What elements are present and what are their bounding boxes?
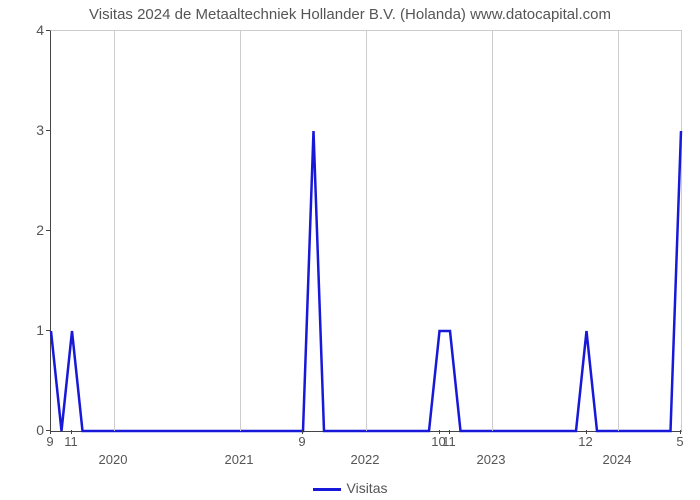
gridline	[366, 31, 367, 431]
legend-swatch	[313, 488, 341, 491]
x-tick-mark	[449, 430, 450, 434]
gridline	[240, 31, 241, 431]
y-tick-label: 0	[4, 422, 44, 438]
x-tick-mark	[439, 430, 440, 434]
y-tick-label: 2	[4, 222, 44, 238]
x-tick-year-label: 2023	[477, 452, 506, 467]
x-tick-year-label: 2021	[225, 452, 254, 467]
chart-container: Visitas 2024 de Metaaltechniek Hollander…	[0, 0, 700, 500]
y-tick-mark	[46, 230, 50, 231]
y-tick-label: 3	[4, 122, 44, 138]
y-tick-mark	[46, 30, 50, 31]
x-tick-year-label: 2020	[99, 452, 128, 467]
x-tick-mark	[50, 430, 51, 434]
x-tick-year-label: 2022	[351, 452, 380, 467]
legend: Visitas	[0, 480, 700, 496]
x-tick-month-label: 5	[676, 434, 683, 449]
y-tick-mark	[46, 330, 50, 331]
x-tick-month-label: 12	[578, 434, 592, 449]
gridline	[618, 31, 619, 431]
gridline	[492, 31, 493, 431]
x-tick-mark	[71, 430, 72, 434]
x-tick-month-label: 11	[64, 434, 78, 449]
x-tick-month-label: 9	[46, 434, 53, 449]
y-tick-mark	[46, 130, 50, 131]
plot-area	[50, 30, 682, 432]
x-tick-mark	[302, 430, 303, 434]
x-tick-year-label: 2024	[603, 452, 632, 467]
y-tick-label: 4	[4, 22, 44, 38]
chart-title: Visitas 2024 de Metaaltechniek Hollander…	[0, 6, 700, 23]
x-tick-month-label: 11	[442, 434, 456, 449]
y-tick-label: 1	[4, 322, 44, 338]
x-tick-month-label: 9	[298, 434, 305, 449]
x-tick-mark	[586, 430, 587, 434]
gridline	[114, 31, 115, 431]
x-tick-mark	[680, 430, 681, 434]
legend-label: Visitas	[347, 480, 388, 496]
